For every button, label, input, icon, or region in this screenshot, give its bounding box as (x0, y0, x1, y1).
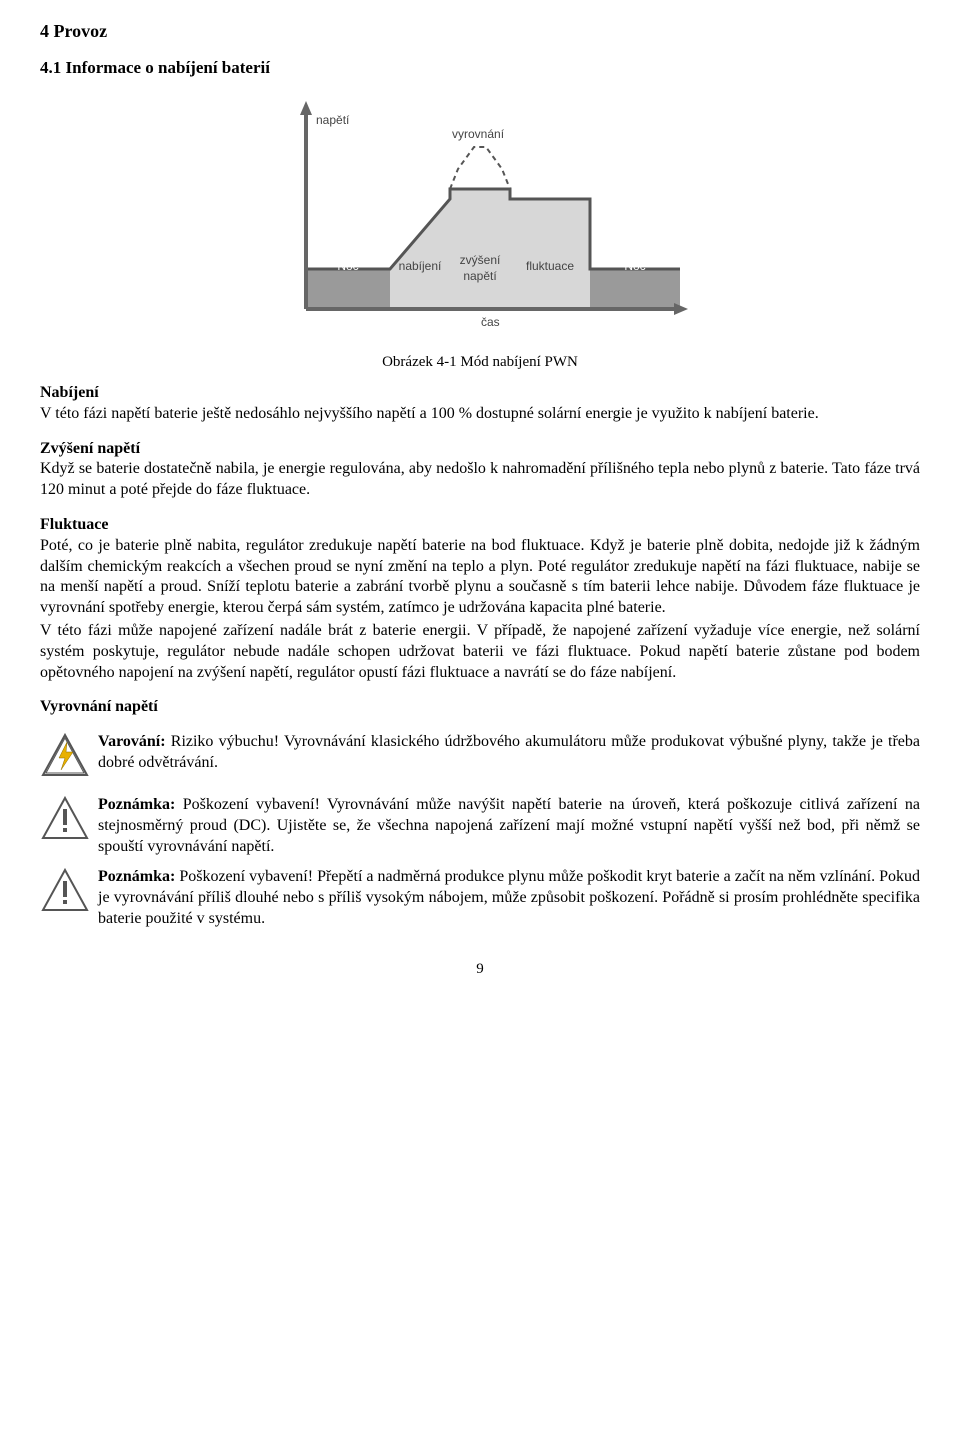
note1-body: Poškození vybavení! Vyrovnávání může nav… (98, 796, 920, 855)
note1-text: Poznámka: Poškození vybavení! Vyrovnáván… (98, 795, 920, 857)
warning-label: Varování: (98, 733, 166, 750)
note1-label: Poznámka: (98, 796, 175, 813)
section-fluktuace: Fluktuace Poté, co je baterie plně nabit… (40, 515, 920, 619)
section-nabijeni: Nabíjení V této fázi napětí baterie ješt… (40, 383, 920, 425)
heading-2: 4.1 Informace o nabíjení baterií (40, 57, 920, 79)
section-vyrovnani-title: Vyrovnání napětí (40, 697, 920, 718)
note2-row: Poznámka: Poškození vybavení! Přepětí a … (40, 867, 920, 929)
chart-phase-label-noc1: Noc (306, 259, 390, 275)
warning-text: Varování: Riziko výbuchu! Vyrovnávání kl… (98, 732, 920, 785)
section-zvyseni-body: Když se baterie dostatečně nabila, je en… (40, 460, 920, 498)
chart-container: napětí čas vyrovnání Noc nabíjení zvýšen… (260, 89, 700, 349)
chart-top-label-vyrovnani: vyrovnání (452, 127, 504, 143)
chart-caption: Obrázek 4-1 Mód nabíjení PWN (40, 353, 920, 373)
note2-text: Poznámka: Poškození vybavení! Přepětí a … (98, 867, 920, 929)
heading-1: 4 Provoz (40, 20, 920, 43)
section-zvyseni-title: Zvýšení napětí (40, 440, 140, 457)
section-fluktuace-title: Fluktuace (40, 516, 108, 533)
section-fluktuace-body2: V této fázi může napojené zařízení nadál… (40, 621, 920, 683)
section-nabijeni-title: Nabíjení (40, 384, 99, 401)
note2-label: Poznámka: (98, 868, 175, 885)
section-zvyseni: Zvýšení napětí Když se baterie dostatečn… (40, 439, 920, 501)
warning-bolt-icon (40, 732, 98, 785)
chart-phase-label-zvyseni: zvýšenínapětí (450, 253, 510, 284)
section-fluktuace-body1: Poté, co je baterie plně nabita, regulát… (40, 537, 920, 616)
note2-body: Poškození vybavení! Přepětí a nadměrná p… (98, 868, 920, 927)
chart-phase-label-nabijeni: nabíjení (390, 259, 450, 275)
warning-body: Riziko výbuchu! Vyrovnávání klasického ú… (98, 733, 920, 771)
chart-phase-label-fluktuace: fluktuace (510, 259, 590, 275)
chart-phase-label-noc2: Noc (590, 259, 680, 275)
note1-row: Poznámka: Poškození vybavení! Vyrovnáván… (40, 795, 920, 857)
caution-icon (40, 795, 98, 857)
page-number: 9 (40, 960, 920, 980)
warning-row: Varování: Riziko výbuchu! Vyrovnávání kl… (40, 732, 920, 785)
section-nabijeni-body: V této fázi napětí baterie ještě nedosáh… (40, 405, 819, 422)
caution-icon (40, 867, 98, 929)
chart-x-axis-label: čas (481, 315, 500, 331)
chart-y-axis-label: napětí (316, 113, 349, 129)
